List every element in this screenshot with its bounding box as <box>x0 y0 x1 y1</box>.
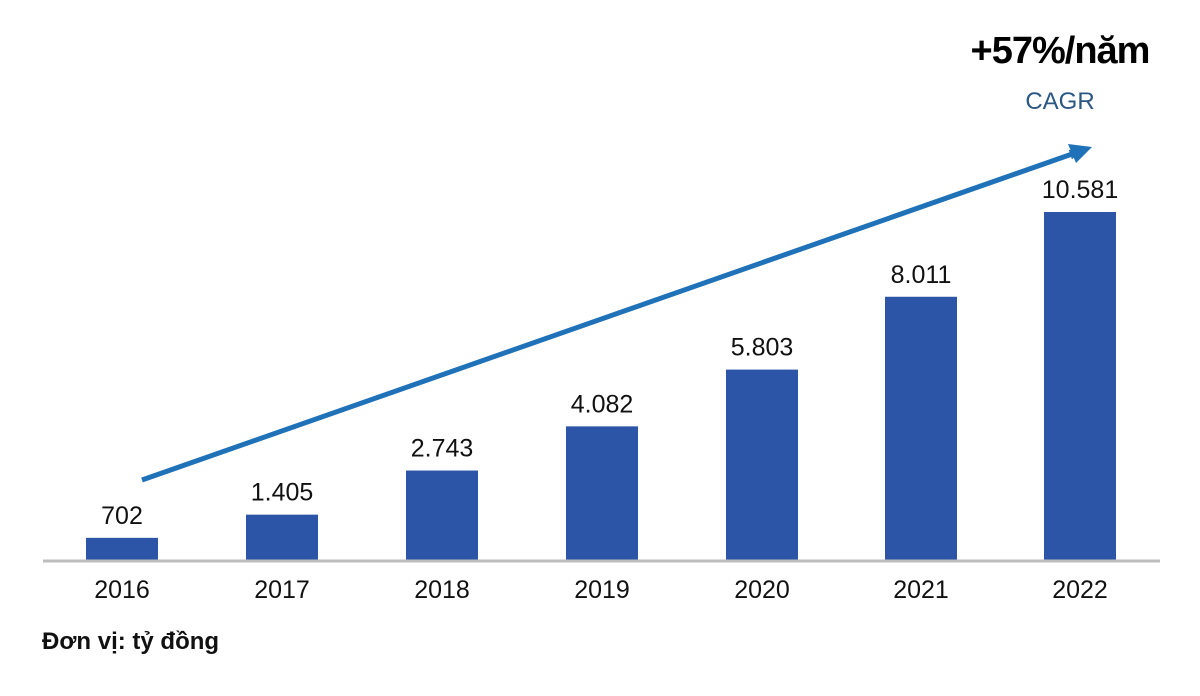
data-label-2022: 10.581 <box>1042 176 1118 204</box>
x-tick-label-2016: 2016 <box>94 576 150 604</box>
data-label-2016: 702 <box>101 502 143 530</box>
x-tick-label-2022: 2022 <box>1052 576 1108 604</box>
data-label-2020: 5.803 <box>731 334 794 362</box>
x-tick-label-2018: 2018 <box>414 576 470 604</box>
data-label-2021: 8.011 <box>891 261 952 289</box>
x-tick-label-2017: 2017 <box>254 576 310 604</box>
bar-2022 <box>1044 212 1116 561</box>
bar-2019 <box>566 426 638 561</box>
cagr-headline: +57%/năm <box>970 30 1151 72</box>
cagr-label: CAGR <box>1025 88 1095 115</box>
x-tick-label-2021: 2021 <box>893 576 949 604</box>
cagr-trend-arrow <box>141 153 1075 483</box>
x-tick-label-2019: 2019 <box>574 576 630 604</box>
data-label-2018: 2.743 <box>411 435 474 463</box>
data-label-2017: 1.405 <box>251 479 314 507</box>
data-label-2019: 4.082 <box>571 390 634 418</box>
bar-2021 <box>885 296 957 561</box>
bar-2017 <box>246 514 318 561</box>
unit-note: Đơn vị: tỷ đồng <box>42 628 220 655</box>
bar-2020 <box>726 369 798 561</box>
arrow-head <box>1068 144 1092 163</box>
bar-2018 <box>406 470 478 561</box>
x-tick-label-2020: 2020 <box>734 576 790 604</box>
bar-2016 <box>86 537 158 561</box>
